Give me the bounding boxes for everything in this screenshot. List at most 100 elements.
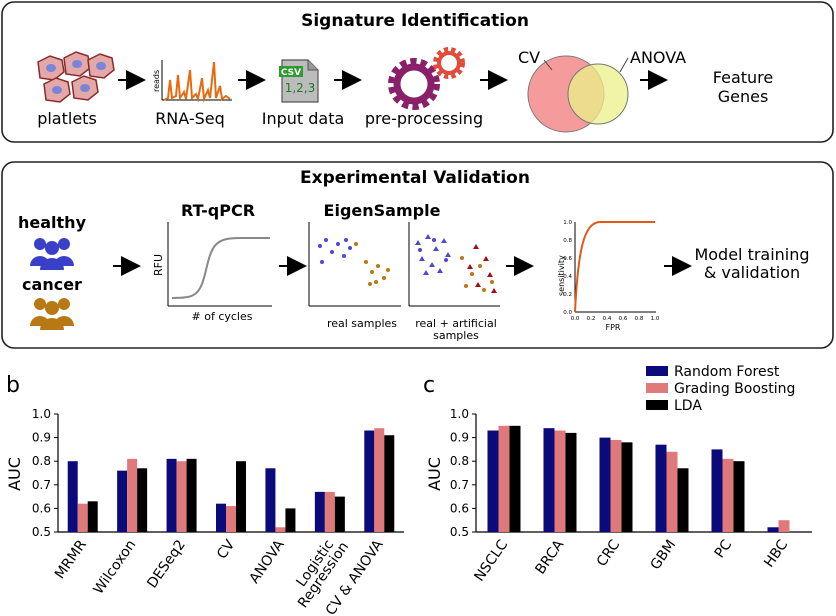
bar-gbm-grading-boosting [666,451,678,532]
bar-deseq2-lda [186,458,197,532]
roc-y-tick: 0.4 [563,274,572,280]
step-label-rna-seq: RNA-Seq [155,109,225,128]
x-tick-label: GBM [648,537,680,573]
y-tick-label: 0.7 [450,478,469,492]
eigensample-real-plot [308,222,401,307]
bar-brca-grading-boosting [554,430,566,532]
legend-label: LDA [674,398,702,414]
roc-y-tick: 0.8 [563,238,572,244]
feature-genes-line1: Feature [713,68,773,87]
venn-label-cv: CV [518,48,540,67]
venn-label-anova: ANOVA [630,48,686,67]
roc-xlabel: FPR [606,323,621,332]
bar-anova-random-forest [265,468,276,532]
panel-title-validation: Experimental Validation [300,168,530,188]
roc-x-tick: 0.8 [635,316,644,322]
y-tick-label: 0.5 [450,525,469,539]
bar-cv-anova-lda [384,435,395,532]
bar-cv-random-forest [216,503,226,532]
reads-axis-label: reads [152,70,161,92]
bar-gbm-random-forest [655,444,667,532]
roc-x-tick: 0.0 [571,316,580,322]
legend-label: Random Forest [674,364,780,380]
y-tick-label: 0.7 [32,478,51,492]
csv-badge: CSV [281,68,301,78]
chart-b: b AUC 0.5 0.6 0.7 0.8 0.9 1.0 MRMR Wilcoxon DESe… [5,373,404,616]
x-tick-label: NSCLC [471,537,511,585]
bar-hbc-grading-boosting [778,520,790,532]
roc-y-tick: 0.6 [563,256,572,262]
venn-diagram: CV ANOVA [518,48,686,133]
bar-logistic-regression-grading-boosting [324,491,335,532]
roc-y-tick: 0.2 [563,292,572,298]
bar-deseq2-random-forest [166,458,177,532]
bar-mrmr-grading-boosting [77,503,88,532]
bar-wilcoxon-lda [137,468,148,532]
x-tick-label: Wilcoxon [90,537,139,597]
feature-genes-line2: Genes [718,87,769,106]
eigen-caption-real: real samples [327,317,397,330]
bar-crc-random-forest [599,437,611,532]
roc-x-tick: 0.4 [603,316,612,322]
y-tick-label: 0.5 [32,525,51,539]
roc-plot: sensitivity FPR 0.00.0 0.2 0.2 0.4 0.4 0.6 0.6… [557,220,660,332]
bar-wilcoxon-grading-boosting [127,458,138,532]
bar-nsclc-random-forest [487,430,499,532]
rna-seq-peaks-icon: reads [152,60,232,103]
bar-nsclc-grading-boosting [498,425,510,532]
step-label-pre-processing: pre-processing [365,109,483,128]
panel-title-signature: Signature Identification [301,11,529,31]
model-training-line1: Model training [694,245,809,264]
bar-gbm-lda [677,468,689,532]
roc-x-tick: 0.6 [619,316,628,322]
y-tick-label: 1.0 [32,407,51,421]
healthy-people-icon [30,238,74,270]
y-tick-label: 0.9 [450,431,469,445]
y-tick-label: 0.8 [32,454,51,468]
y-tick-label: 0.6 [450,501,469,515]
group-label-cancer: cancer [22,275,82,294]
panel-label-b: b [6,373,20,398]
bar-brca-random-forest [543,428,555,532]
roc-y-tick: 0.0 [563,310,572,316]
bar-brca-lda [565,432,577,532]
x-tick-label: CV [214,537,238,562]
bar-crc-lda [621,442,633,532]
bar-hbc-random-forest [767,527,779,532]
bar-pc-random-forest [711,449,723,532]
gears-icon [388,47,465,110]
y-tick-label: 1.0 [450,407,469,421]
chart-b-ylabel: AUC [5,457,24,491]
eigen-caption-artificial-1: real + artificial [415,317,497,330]
bar-cv-anova-random-forest [364,430,375,532]
bar-cv-grading-boosting [226,506,236,532]
roc-ylabel: sensitivity [557,255,566,296]
bar-pc-grading-boosting [722,458,734,532]
qpcr-ylabel: RFU [152,254,165,276]
experimental-validation-panel: Experimental Validation healthy cancer R… [1,161,834,349]
x-tick-label: PC [712,537,736,561]
qpcr-title: RT-qPCR [181,201,255,220]
eigensample-artificial-plot [408,222,500,307]
csv-content: 1,2,3 [285,81,316,95]
x-tick-label: BRCA [532,537,567,578]
chart-c: c AUC 0.5 0.6 0.7 0.8 0.9 1.0 NSCLC BRCA CRC GBM P… [423,373,812,585]
y-tick-label: 0.6 [32,501,51,515]
eigen-caption-artificial-2: samples [433,329,479,342]
bar-cv-lda [236,461,246,532]
roc-y-tick: 1.0 [563,220,572,226]
bar-wilcoxon-random-forest [117,470,128,532]
roc-x-tick: 0.2 [587,316,596,322]
legend-swatch [646,366,668,376]
panel-label-c: c [423,373,435,398]
chart-c-ylabel: AUC [425,457,444,491]
bar-crc-grading-boosting [610,439,622,532]
bar-anova-lda [285,508,296,532]
bar-logistic-regression-random-forest [314,491,325,532]
roc-x-tick: 1.0 [651,316,660,322]
step-label-input-data: Input data [262,109,345,128]
qpcr-xlabel: # of cycles [192,310,253,323]
bar-deseq2-grading-boosting [176,461,187,532]
x-tick-label: ANOVA [246,537,288,587]
